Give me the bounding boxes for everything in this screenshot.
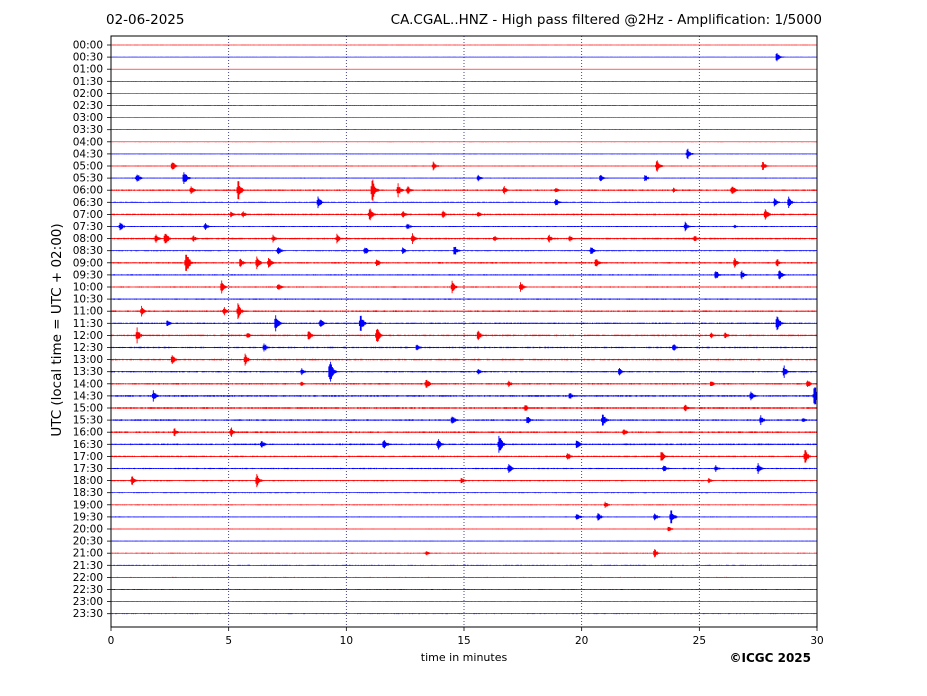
y-tick-label: 07:00 [73, 209, 103, 221]
chart-title: CA.CGAL..HNZ - High pass filtered @2Hz -… [390, 12, 822, 28]
y-tick-label: 18:30 [73, 487, 103, 499]
y-tick-label: 20:00 [73, 524, 103, 536]
y-tick-label: 14:00 [73, 378, 103, 390]
y-tick-label: 20:30 [73, 536, 103, 548]
y-tick-label: 13:00 [73, 354, 103, 366]
y-tick-label: 23:30 [73, 608, 103, 620]
copyright-text: ©ICGC 2025 [729, 651, 811, 665]
y-tick-label: 16:30 [73, 439, 103, 451]
y-tick-label: 12:30 [73, 342, 103, 354]
y-tick-label: 15:30 [73, 415, 103, 427]
x-tick-label: 15 [457, 635, 470, 647]
x-tick-label: 10 [340, 635, 353, 647]
y-tick-label: 06:30 [73, 197, 103, 209]
chart-date: 02-06-2025 [106, 12, 185, 28]
y-tick-label: 07:30 [73, 221, 103, 233]
y-tick-label: 19:30 [73, 511, 103, 523]
x-tick-label: 0 [108, 635, 115, 647]
y-tick-label: 22:30 [73, 584, 103, 596]
x-tick-label: 20 [575, 635, 588, 647]
y-tick-label: 01:30 [73, 76, 103, 88]
plot-frame [110, 35, 818, 628]
y-tick-label: 21:30 [73, 560, 103, 572]
y-tick-label: 22:00 [73, 572, 103, 584]
y-tick-label: 16:00 [73, 427, 103, 439]
y-tick-label: 14:30 [73, 390, 103, 402]
y-tick-label: 01:00 [73, 64, 103, 76]
y-tick-label: 21:00 [73, 548, 103, 560]
x-tick-label: 25 [693, 635, 706, 647]
x-tick-label: 5 [225, 635, 232, 647]
y-tick-label: 04:30 [73, 148, 103, 160]
y-tick-label: 03:00 [73, 112, 103, 124]
y-tick-label: 11:30 [73, 318, 103, 330]
y-tick-label: 00:30 [73, 52, 103, 64]
y-tick-label: 17:30 [73, 463, 103, 475]
x-axis-label: time in minutes [420, 651, 508, 664]
y-tick-label: 05:00 [73, 161, 103, 173]
y-tick-label: 02:00 [73, 88, 103, 100]
y-tick-label: 23:00 [73, 596, 103, 608]
y-tick-label: 10:30 [73, 294, 103, 306]
y-tick-label: 18:00 [73, 475, 103, 487]
y-tick-label: 09:30 [73, 269, 103, 281]
y-tick-label: 10:00 [73, 282, 103, 294]
x-tick-label: 30 [810, 635, 823, 647]
y-tick-label: 00:00 [73, 40, 103, 52]
y-tick-label: 19:00 [73, 499, 103, 511]
y-tick-label: 06:00 [73, 185, 103, 197]
y-tick-label: 09:00 [73, 257, 103, 269]
y-tick-label: 15:00 [73, 403, 103, 415]
y-tick-label: 17:00 [73, 451, 103, 463]
y-tick-label: 08:00 [73, 233, 103, 245]
y-tick-label: 04:00 [73, 136, 103, 148]
y-tick-label: 13:30 [73, 366, 103, 378]
y-tick-label: 12:00 [73, 330, 103, 342]
y-tick-label: 11:00 [73, 306, 103, 318]
y-tick-label: 08:30 [73, 245, 103, 257]
y-tick-label: 02:30 [73, 100, 103, 112]
y-tick-label: 05:30 [73, 173, 103, 185]
y-tick-label: 03:30 [73, 124, 103, 136]
y-axis-label: UTC (local time = UTC + 02:00) [49, 223, 65, 437]
